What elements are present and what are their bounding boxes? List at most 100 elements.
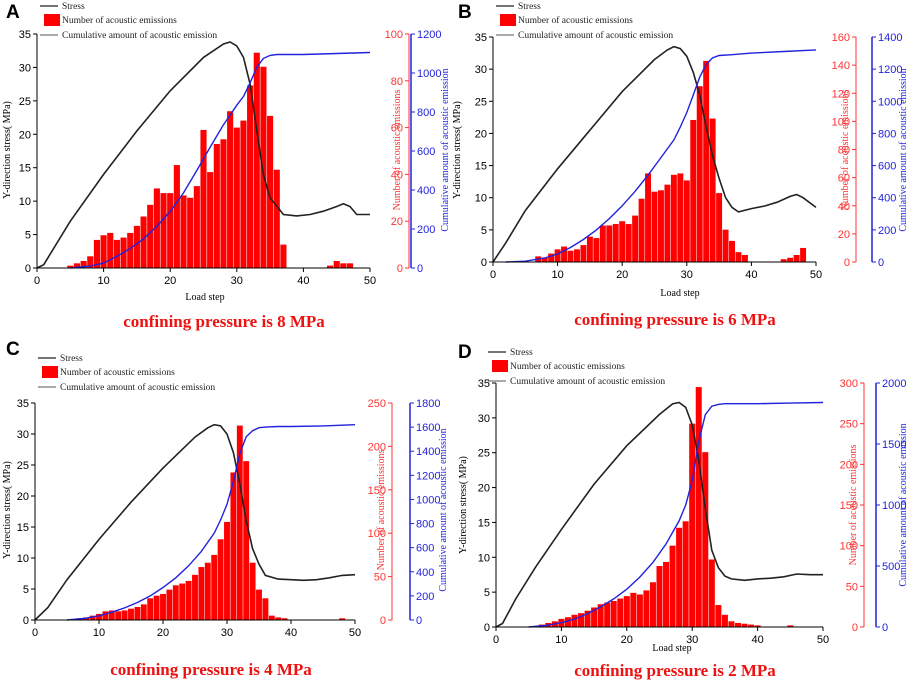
emission-bar — [93, 239, 101, 268]
emission-bar — [780, 259, 787, 262]
left-y-tick-label: 30 — [478, 413, 490, 425]
x-tick-label: 30 — [681, 269, 693, 281]
right-y-tick-label: 0 — [417, 263, 423, 275]
emission-bar — [236, 425, 243, 620]
emission-bar — [247, 85, 254, 268]
legend-emissions-swatch — [492, 360, 508, 372]
panel-b: B 0 10 20 30 40 50 0 5 10 15 20 25 30 35 0 20 40 60 80 100 12… — [452, 2, 909, 329]
emission-bar — [102, 611, 109, 620]
emission-bar — [541, 257, 548, 262]
emission-bar — [121, 610, 128, 620]
right-y-tick-label: 1000 — [416, 494, 440, 506]
emission-bar — [617, 598, 624, 627]
emission-bar — [604, 602, 611, 627]
left-y-axis-title: Y-direction stress( MPa) — [2, 101, 13, 199]
emission-bar — [793, 254, 800, 262]
mid-y-tick-label: 80 — [391, 76, 403, 88]
x-tick-label: 40 — [751, 634, 763, 646]
emission-bar — [580, 245, 587, 262]
emission-bar — [695, 387, 702, 627]
emission-bar — [227, 111, 234, 268]
emission-bar — [567, 250, 574, 262]
emission-bar — [267, 115, 274, 269]
emission-bar — [632, 215, 639, 262]
mid-y-tick-label: 120 — [832, 88, 850, 100]
right-y-tick-label: 600 — [878, 161, 896, 173]
emission-bar — [160, 593, 166, 620]
emission-bar — [346, 263, 354, 268]
right-y-tick-label: 400 — [417, 185, 435, 197]
mid-y-tick-label: 0 — [397, 263, 403, 275]
left-y-tick-label: 5 — [481, 225, 487, 237]
x-tick-label: 20 — [621, 634, 633, 646]
right-y-tick-label: 1600 — [416, 422, 440, 434]
emission-bar — [721, 614, 728, 627]
emission-bar — [260, 66, 267, 268]
left-y-tick-label: 10 — [17, 553, 29, 565]
left-y-tick-label: 20 — [17, 491, 29, 503]
legend-stress-label: Stress — [518, 2, 541, 12]
panel-c: C 0 10 20 30 40 50 0 5 10 15 20 25 30 35 0 50 100 150 200 25… — [2, 339, 449, 679]
emission-bar — [140, 216, 147, 268]
emission-bar — [147, 204, 154, 268]
x-tick-label: 50 — [364, 275, 376, 287]
emission-bar — [716, 193, 723, 262]
emission-bar — [187, 197, 194, 268]
emission-bar — [636, 594, 643, 627]
left-y-axis-title: Y-direction stress( MPa) — [2, 461, 13, 559]
left-y-tick-label: 30 — [17, 429, 29, 441]
right-y-tick-label: 0 — [882, 622, 888, 634]
emission-bar — [651, 191, 658, 262]
x-axis-title: Load step — [660, 288, 699, 299]
emission-bar — [256, 589, 262, 620]
emission-bar — [645, 173, 652, 262]
left-y-axis-title: Y-direction stress( MPa) — [458, 456, 469, 554]
emission-bar — [153, 188, 160, 268]
panel-caption: confining pressure is 4 MPa — [110, 660, 312, 679]
emission-bar — [133, 225, 140, 268]
emission-bar — [113, 239, 120, 268]
right-y-tick-label: 200 — [417, 224, 435, 236]
emission-bar — [696, 86, 703, 262]
emission-bar — [722, 229, 729, 262]
mid-y-tick-label: 0 — [852, 622, 858, 634]
right-y-tick-label: 0 — [416, 615, 422, 627]
x-tick-label: 40 — [297, 275, 309, 287]
left-y-axis-title: Y-direction stress( MPa) — [452, 101, 463, 199]
left-y-tick-label: 25 — [475, 96, 487, 108]
right-y-tick-label: 2000 — [882, 378, 906, 390]
emission-bar — [748, 624, 755, 627]
legend-emissions-swatch — [42, 366, 58, 378]
emission-bar — [676, 527, 683, 627]
emission-bar — [96, 613, 102, 620]
x-tick-label: 40 — [285, 627, 297, 639]
mid-y-tick-label: 160 — [832, 32, 850, 44]
emission-bar — [243, 461, 250, 620]
left-y-tick-label: 5 — [25, 230, 31, 242]
right-y-tick-label: 400 — [878, 193, 896, 205]
mid-y-axis-title: Number of acoustic emissions — [376, 449, 387, 570]
emission-bar — [554, 249, 561, 262]
legend: Stress Number of acoustic emissions Cumula… — [488, 348, 665, 387]
emission-bar — [333, 260, 340, 268]
emission-bar — [108, 610, 115, 620]
legend: Stress Number of acoustic emissions Cumula… — [38, 354, 215, 393]
left-y-tick-label: 35 — [475, 32, 487, 44]
emission-bar — [326, 265, 334, 268]
legend-emissions-label: Number of acoustic emissions — [510, 361, 625, 372]
emission-bar — [689, 423, 696, 627]
emission-bar — [240, 120, 247, 268]
emission-bar — [200, 129, 207, 268]
panel-letter: C — [6, 339, 20, 360]
emission-bar — [213, 143, 220, 268]
panel-d: D0 10 20 30 40 500510152025303505010015020025… — [458, 342, 909, 680]
cumulative-line — [505, 49, 817, 263]
cumulative-line — [528, 401, 824, 628]
emission-bar — [280, 244, 287, 268]
emission-bar — [115, 611, 122, 620]
emission-bar — [224, 521, 230, 620]
right-y-tick-label: 600 — [417, 146, 435, 158]
emission-bar — [207, 172, 214, 268]
x-tick-label: 50 — [810, 269, 822, 281]
mid-y-tick-label: 200 — [368, 441, 386, 453]
